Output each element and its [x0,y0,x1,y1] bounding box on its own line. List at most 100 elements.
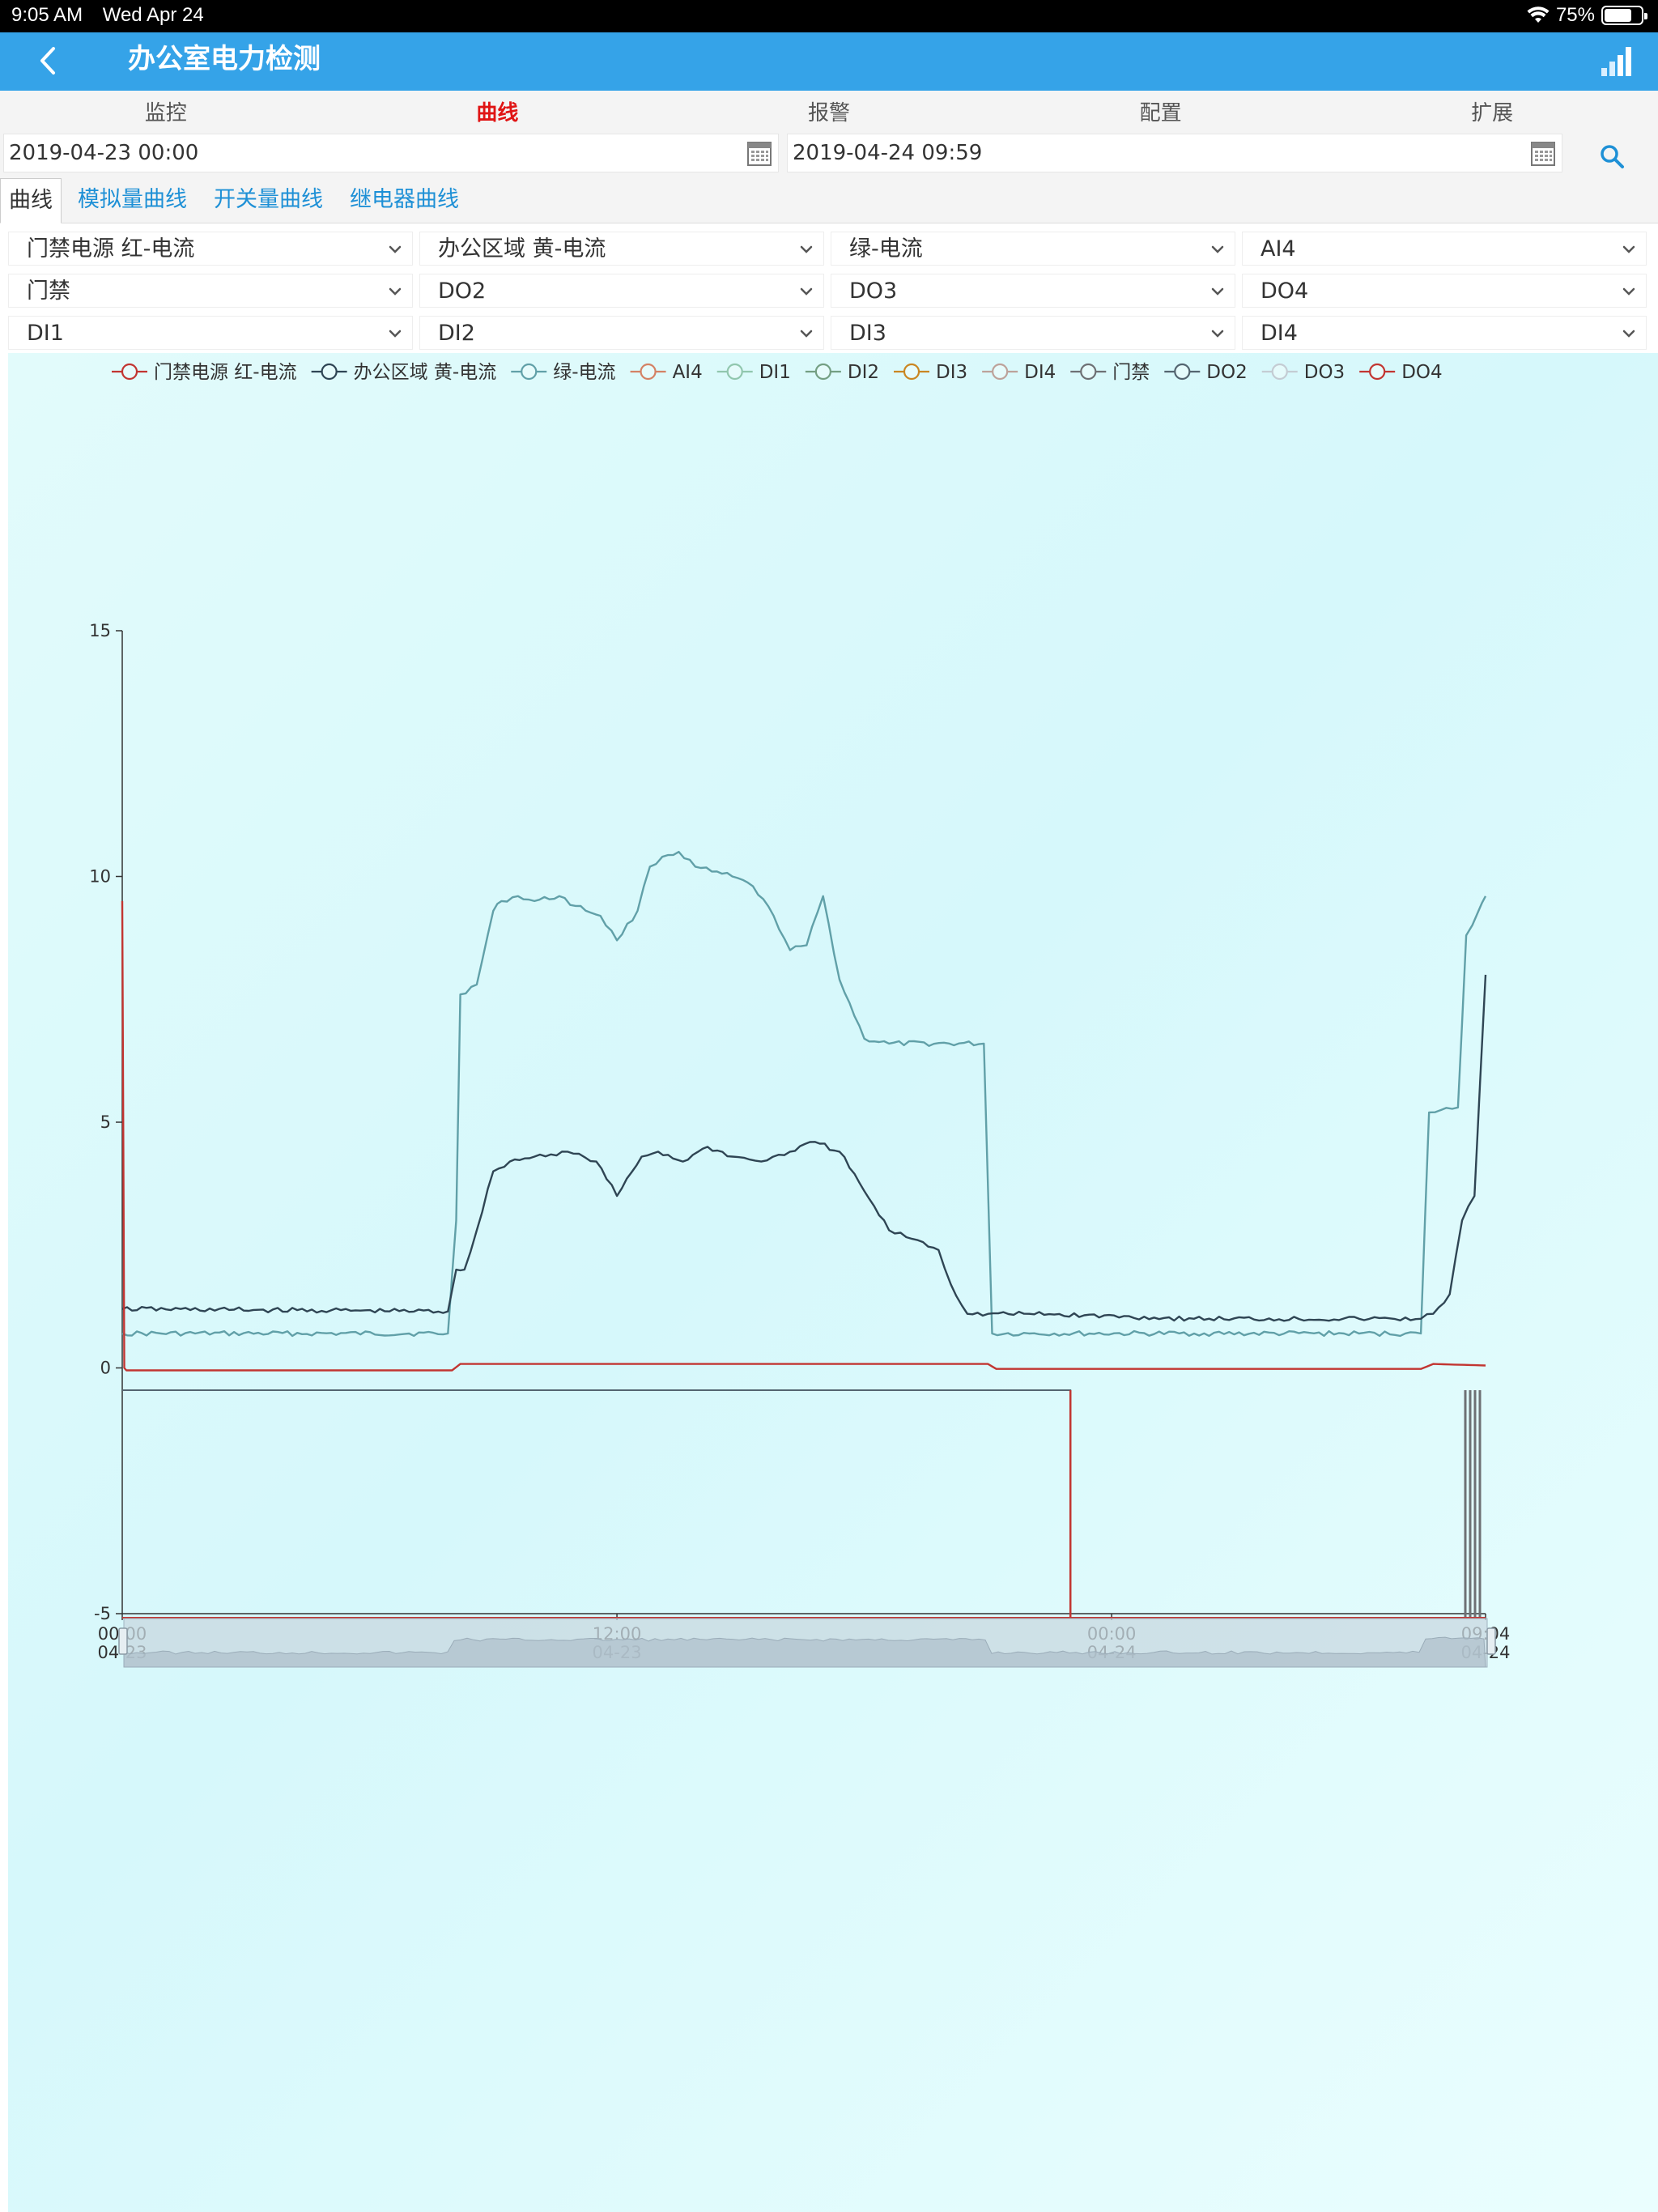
nav-config[interactable]: 配置 [1139,101,1182,125]
tab-curve[interactable]: 曲线 [0,178,62,223]
legend-marker [1174,363,1191,381]
series-select[interactable]: 门禁电源 红-电流 [8,232,413,266]
series-select-value: DI1 [27,321,64,346]
series-select[interactable]: DO3 [831,274,1235,308]
chevron-down-icon [800,330,813,338]
legend-item[interactable]: DI3 [894,362,967,383]
end-date-field [787,134,1562,172]
series-select-value: AI4 [1261,236,1296,262]
legend-label: 门禁电源 红-电流 [154,362,297,383]
legend-marker [992,363,1009,381]
status-time: 9:05 AM [11,4,83,26]
series-select-grid: 门禁电源 红-电流 办公区域 黄-电流 绿-电流 AI4 门禁 DO2 DO3 DO4 DI1 D… [0,223,1658,353]
zoom-data-shadow [123,1636,1486,1668]
nav-alarm[interactable]: 报警 [807,101,850,125]
tab-analog-curve[interactable]: 模拟量曲线 [78,187,187,212]
calendar-icon[interactable] [747,142,772,166]
end-date-input[interactable] [793,134,1412,172]
wifi-icon [1527,6,1550,23]
chevron-down-icon [800,287,813,296]
tab-switch-curve[interactable]: 开关量曲线 [214,187,323,212]
series-select-value: 门禁电源 红-电流 [27,236,195,262]
legend-item[interactable]: 办公区域 黄-电流 [311,362,497,383]
chart-panel: 门禁电源 红-电流 办公区域 黄-电流 绿-电流 AI4 DI1 DI2 DI3 DI4 门禁 D… [8,353,1658,2212]
legend-marker [521,363,538,381]
chevron-down-icon [1211,245,1224,253]
tab-relay-curve[interactable]: 继电器曲线 [350,187,459,212]
zoom-handle-right[interactable] [1486,1627,1496,1655]
y-tick-label: 10 [89,867,111,887]
start-date-input[interactable] [9,134,628,172]
legend-item[interactable]: 门禁 [1070,362,1150,383]
legend-marker [1369,363,1386,381]
chevron-down-icon [1211,287,1224,296]
legend-label: DO3 [1304,362,1345,383]
legend-marker [640,363,657,381]
series-select[interactable]: DO4 [1242,274,1647,308]
legend-marker [1080,363,1097,381]
legend-item[interactable]: 绿-电流 [511,362,616,383]
series-select[interactable]: DO2 [419,274,824,308]
series-select-value: 办公区域 黄-电流 [438,236,606,262]
series-line [121,974,1487,1322]
battery-percent: 75% [1555,4,1595,26]
chevron-down-icon [389,245,402,253]
legend-label: 门禁 [1112,362,1150,383]
nav-monitor[interactable]: 监控 [144,101,187,125]
zoom-handle-left[interactable] [118,1627,128,1655]
search-button[interactable] [1596,141,1629,173]
page-title: 办公室电力检测 [128,43,321,75]
sub-tabs: 曲线 模拟量曲线 开关量曲线 继电器曲线 [0,175,1658,223]
series-select[interactable]: DI4 [1242,316,1647,350]
series-select[interactable]: 办公区域 黄-电流 [419,232,824,266]
series-line [121,850,1487,1338]
battery-level [1605,9,1631,22]
signal-bars-icon [1601,47,1631,76]
y-tick-label: 15 [89,621,111,640]
legend-item[interactable]: DO2 [1164,362,1248,383]
legend-label: 绿-电流 [553,362,615,383]
legend-marker [814,363,831,381]
legend-marker [121,363,138,381]
chevron-down-icon [389,330,402,338]
calendar-icon[interactable] [1531,142,1555,166]
chevron-down-icon [1211,330,1224,338]
nav-curve[interactable]: 曲线 [476,101,519,125]
series-select[interactable]: 门禁 [8,274,413,308]
nav-extend[interactable]: 扩展 [1471,101,1514,125]
legend-item[interactable]: AI4 [630,362,703,383]
legend-item[interactable]: 门禁电源 红-电流 [112,362,297,383]
back-button[interactable] [29,40,70,81]
legend-item[interactable]: DI4 [982,362,1056,383]
legend-item[interactable]: DI2 [805,362,879,383]
legend-marker [321,363,338,381]
chevron-left-icon [40,47,55,74]
series-select[interactable]: DI3 [831,316,1235,350]
legend-item[interactable]: DO3 [1261,362,1345,383]
signal-button[interactable] [1598,44,1634,79]
series-line [121,900,1486,1372]
series-select[interactable]: DI2 [419,316,824,350]
legend-item[interactable]: DI1 [716,362,791,383]
legend-item[interactable]: DO4 [1359,362,1443,383]
series-select-value: DO3 [849,279,898,304]
series-select[interactable]: AI4 [1242,232,1647,266]
legend-label: DO2 [1206,362,1247,383]
chevron-down-icon [389,287,402,296]
chevron-down-icon [1622,287,1635,296]
series-select[interactable]: 绿-电流 [831,232,1235,266]
status-right: 75% [1527,4,1647,27]
series-select-value: DO4 [1261,279,1309,304]
line-chart: 门禁电源 红-电流 办公区域 黄-电流 绿-电流 AI4 DI1 DI2 DI3 DI4 门禁 D… [89,362,1511,1668]
legend-label: 办公区域 黄-电流 [354,362,497,383]
zoom-slider[interactable] [118,1618,1496,1668]
legend-marker [726,363,743,381]
overview-chart [122,1389,1486,1619]
status-left: 9:05 AM Wed Apr 24 [11,4,219,27]
date-range-bar [0,131,1658,175]
y-tick-label: 0 [100,1359,111,1378]
series-select[interactable]: DI1 [8,316,413,350]
series-select-value: DI4 [1261,321,1298,346]
legend-marker [1271,363,1288,381]
status-date: Wed Apr 24 [102,4,204,26]
